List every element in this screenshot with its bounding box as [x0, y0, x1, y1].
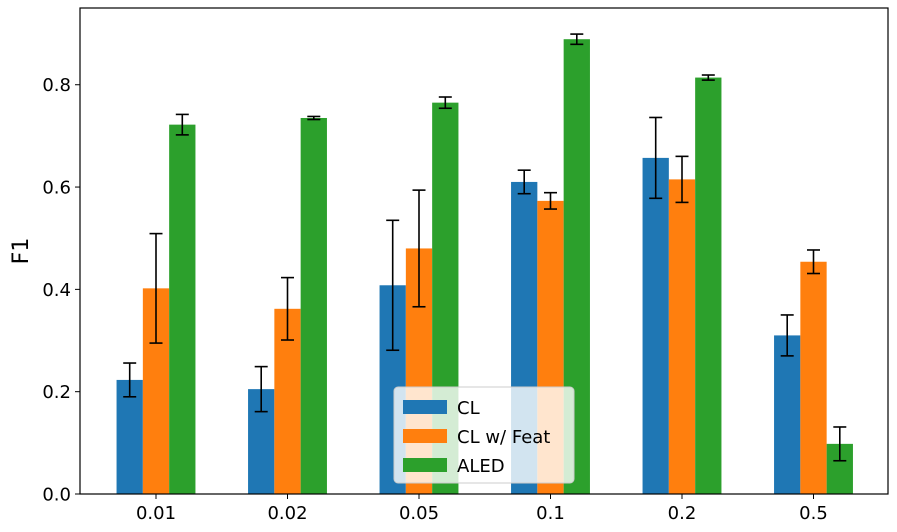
x-tick-label: 0.1: [536, 503, 565, 524]
legend-swatch: [403, 429, 447, 443]
errorbar-cl-w-feat-0_02: [281, 276, 294, 341]
x-tick-label: 0.2: [668, 503, 697, 524]
errorbar-aled-0_2: [701, 74, 715, 81]
errorbar-aled-0_02: [307, 115, 321, 121]
bar-cl-0_5: [774, 335, 801, 494]
errorbar-cl-0_02: [254, 365, 268, 413]
errorbar-cl-w-feat-0_1: [544, 191, 557, 210]
errorbar-aled-0_1: [570, 33, 584, 46]
errorbar-cl-0_2: [649, 116, 663, 200]
errorbars-layer: [123, 33, 847, 462]
bar-cl-0_01: [116, 379, 143, 494]
legend-label: CL: [457, 398, 480, 419]
y-axis-label: F1: [9, 238, 34, 265]
legend-swatch: [403, 400, 447, 414]
bar-cl-w-feat-0_2: [668, 179, 696, 494]
errorbar-aled-0_01: [175, 113, 189, 136]
errorbar-cl-w-feat-0_2: [675, 155, 689, 204]
x-tick-label: 0.02: [267, 503, 307, 524]
legend-swatch: [403, 458, 447, 472]
x-tick-label: 0.05: [399, 503, 439, 524]
errorbar-aled-0_05: [438, 96, 452, 110]
errorbar-cl-w-feat-0_01: [149, 232, 163, 344]
x-axis: 0.01 0.02 0.05 0.1 0.2 0.5: [136, 494, 828, 524]
y-tick-label: 0.8: [42, 75, 71, 96]
legend-label: ALED: [457, 456, 505, 477]
bar-cl-w-feat-0_5: [800, 261, 827, 494]
errorbar-cl-w-feat-0_05: [412, 189, 426, 308]
errorbar-cl-0_05: [386, 219, 400, 352]
y-tick-label: 0.6: [42, 178, 71, 199]
x-tick-label: 0.5: [799, 503, 828, 524]
y-tick-label: 0.2: [42, 382, 71, 403]
errorbar-cl-w-feat-0_5: [807, 249, 820, 275]
legend: CL CL w/ Feat ALED: [393, 386, 575, 484]
errorbar-aled-0_5: [833, 426, 847, 462]
errorbar-cl-0_1: [517, 169, 531, 195]
bar-aled-0_01: [169, 124, 196, 494]
legend-label: CL w/ Feat: [457, 427, 550, 448]
y-axis: 0.0 0.2 0.4 0.6 0.8: [42, 75, 80, 506]
plot-frame: [79, 7, 889, 495]
y-tick-label: 0.0: [42, 485, 71, 506]
x-tick-label: 0.01: [136, 503, 176, 524]
errorbar-cl-0_01: [123, 362, 137, 398]
bar-aled-0_2: [695, 77, 722, 494]
bar-aled-0_02: [300, 117, 327, 494]
bar-cl-0_2: [642, 157, 669, 494]
y-tick-label: 0.4: [42, 280, 71, 301]
errorbar-cl-0_5: [780, 314, 794, 357]
